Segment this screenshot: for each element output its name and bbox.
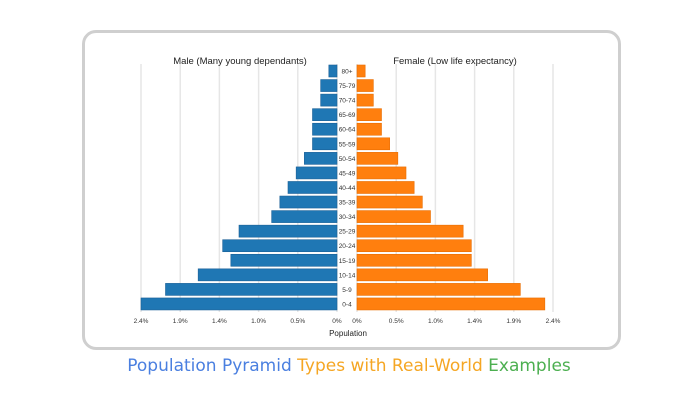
male-bar-75-79 bbox=[320, 79, 338, 92]
age-group-label: 50-54 bbox=[339, 156, 356, 163]
male-bar-20-24 bbox=[222, 239, 338, 253]
x-tick-label-right: 1.4% bbox=[467, 318, 482, 325]
age-group-label: 40-44 bbox=[339, 185, 356, 192]
age-group-label: 0-4 bbox=[342, 301, 352, 308]
age-group-label: 15-19 bbox=[339, 258, 356, 265]
x-tick-label-right: 1.0% bbox=[428, 318, 443, 325]
female-bar-55-59 bbox=[356, 137, 390, 151]
x-tick-label-left: 0% bbox=[332, 318, 342, 325]
male-title: Male (Many young dependants) bbox=[173, 56, 307, 67]
age-group-label: 10-14 bbox=[339, 272, 356, 279]
female-bar-60-64 bbox=[356, 122, 382, 136]
x-tick-label-left: 0.5% bbox=[290, 318, 305, 325]
male-bar-35-39 bbox=[279, 195, 338, 209]
male-bar-10-14 bbox=[197, 268, 338, 282]
female-bar-30-34 bbox=[356, 210, 431, 223]
female-bar-45-49 bbox=[356, 166, 407, 180]
age-group-label: 75-79 bbox=[339, 83, 356, 90]
male-bar-30-34 bbox=[271, 210, 338, 223]
caption-part-2: Types with Real-World bbox=[297, 356, 483, 376]
male-bar-0-4 bbox=[140, 297, 338, 311]
age-group-label: 70-74 bbox=[339, 98, 356, 105]
age-group-label: 35-39 bbox=[339, 200, 356, 207]
male-bar-60-64 bbox=[312, 122, 338, 136]
age-group-label: 55-59 bbox=[339, 141, 356, 148]
x-axis-label: Population bbox=[329, 329, 367, 338]
x-tick-label-right: 0.5% bbox=[389, 318, 404, 325]
female-title: Female (Low life expectancy) bbox=[393, 56, 517, 67]
age-group-label: 60-64 bbox=[339, 127, 356, 134]
x-tick-label-right: 1.9% bbox=[506, 318, 521, 325]
x-tick-label-right: 0% bbox=[352, 318, 362, 325]
female-bar-70-74 bbox=[356, 93, 374, 107]
female-bar-5-9 bbox=[356, 283, 521, 296]
male-bar-45-49 bbox=[295, 166, 338, 180]
age-group-label: 65-69 bbox=[339, 112, 356, 119]
male-bar-55-59 bbox=[312, 137, 338, 151]
caption: Population Pyramid Types with Real-World… bbox=[0, 356, 698, 376]
male-bar-5-9 bbox=[165, 283, 338, 296]
female-bar-0-4 bbox=[356, 297, 546, 311]
age-group-label: 45-49 bbox=[339, 170, 356, 177]
female-bar-50-54 bbox=[356, 152, 399, 165]
male-bar-50-54 bbox=[304, 152, 338, 165]
caption-part-3: Examples bbox=[488, 356, 571, 376]
male-bar-25-29 bbox=[238, 224, 338, 238]
female-bar-35-39 bbox=[356, 195, 423, 209]
chart-frame bbox=[82, 30, 621, 350]
x-tick-label-right: 2.4% bbox=[546, 318, 561, 325]
x-tick-label-left: 1.4% bbox=[212, 318, 227, 325]
caption-part-1: Population Pyramid bbox=[127, 356, 292, 376]
age-group-label: 80+ bbox=[341, 69, 352, 76]
female-bar-75-79 bbox=[356, 79, 374, 92]
age-group-label: 20-24 bbox=[339, 243, 356, 250]
male-bar-80+ bbox=[328, 64, 338, 78]
female-bar-80+ bbox=[356, 64, 366, 78]
female-bar-25-29 bbox=[356, 224, 464, 238]
female-bar-65-69 bbox=[356, 108, 382, 121]
male-bar-40-44 bbox=[287, 181, 338, 194]
age-group-label: 30-34 bbox=[339, 214, 356, 221]
female-bar-40-44 bbox=[356, 181, 415, 194]
male-bar-70-74 bbox=[320, 93, 338, 107]
x-tick-label-left: 1.0% bbox=[251, 318, 266, 325]
female-bar-10-14 bbox=[356, 268, 488, 282]
age-group-label: 5-9 bbox=[342, 287, 352, 294]
female-bar-20-24 bbox=[356, 239, 472, 253]
x-tick-label-left: 1.9% bbox=[173, 318, 188, 325]
age-group-label: 25-29 bbox=[339, 229, 356, 236]
male-bar-15-19 bbox=[230, 253, 338, 267]
x-tick-label-left: 2.4% bbox=[134, 318, 149, 325]
female-bar-15-19 bbox=[356, 253, 472, 267]
male-bar-65-69 bbox=[312, 108, 338, 121]
